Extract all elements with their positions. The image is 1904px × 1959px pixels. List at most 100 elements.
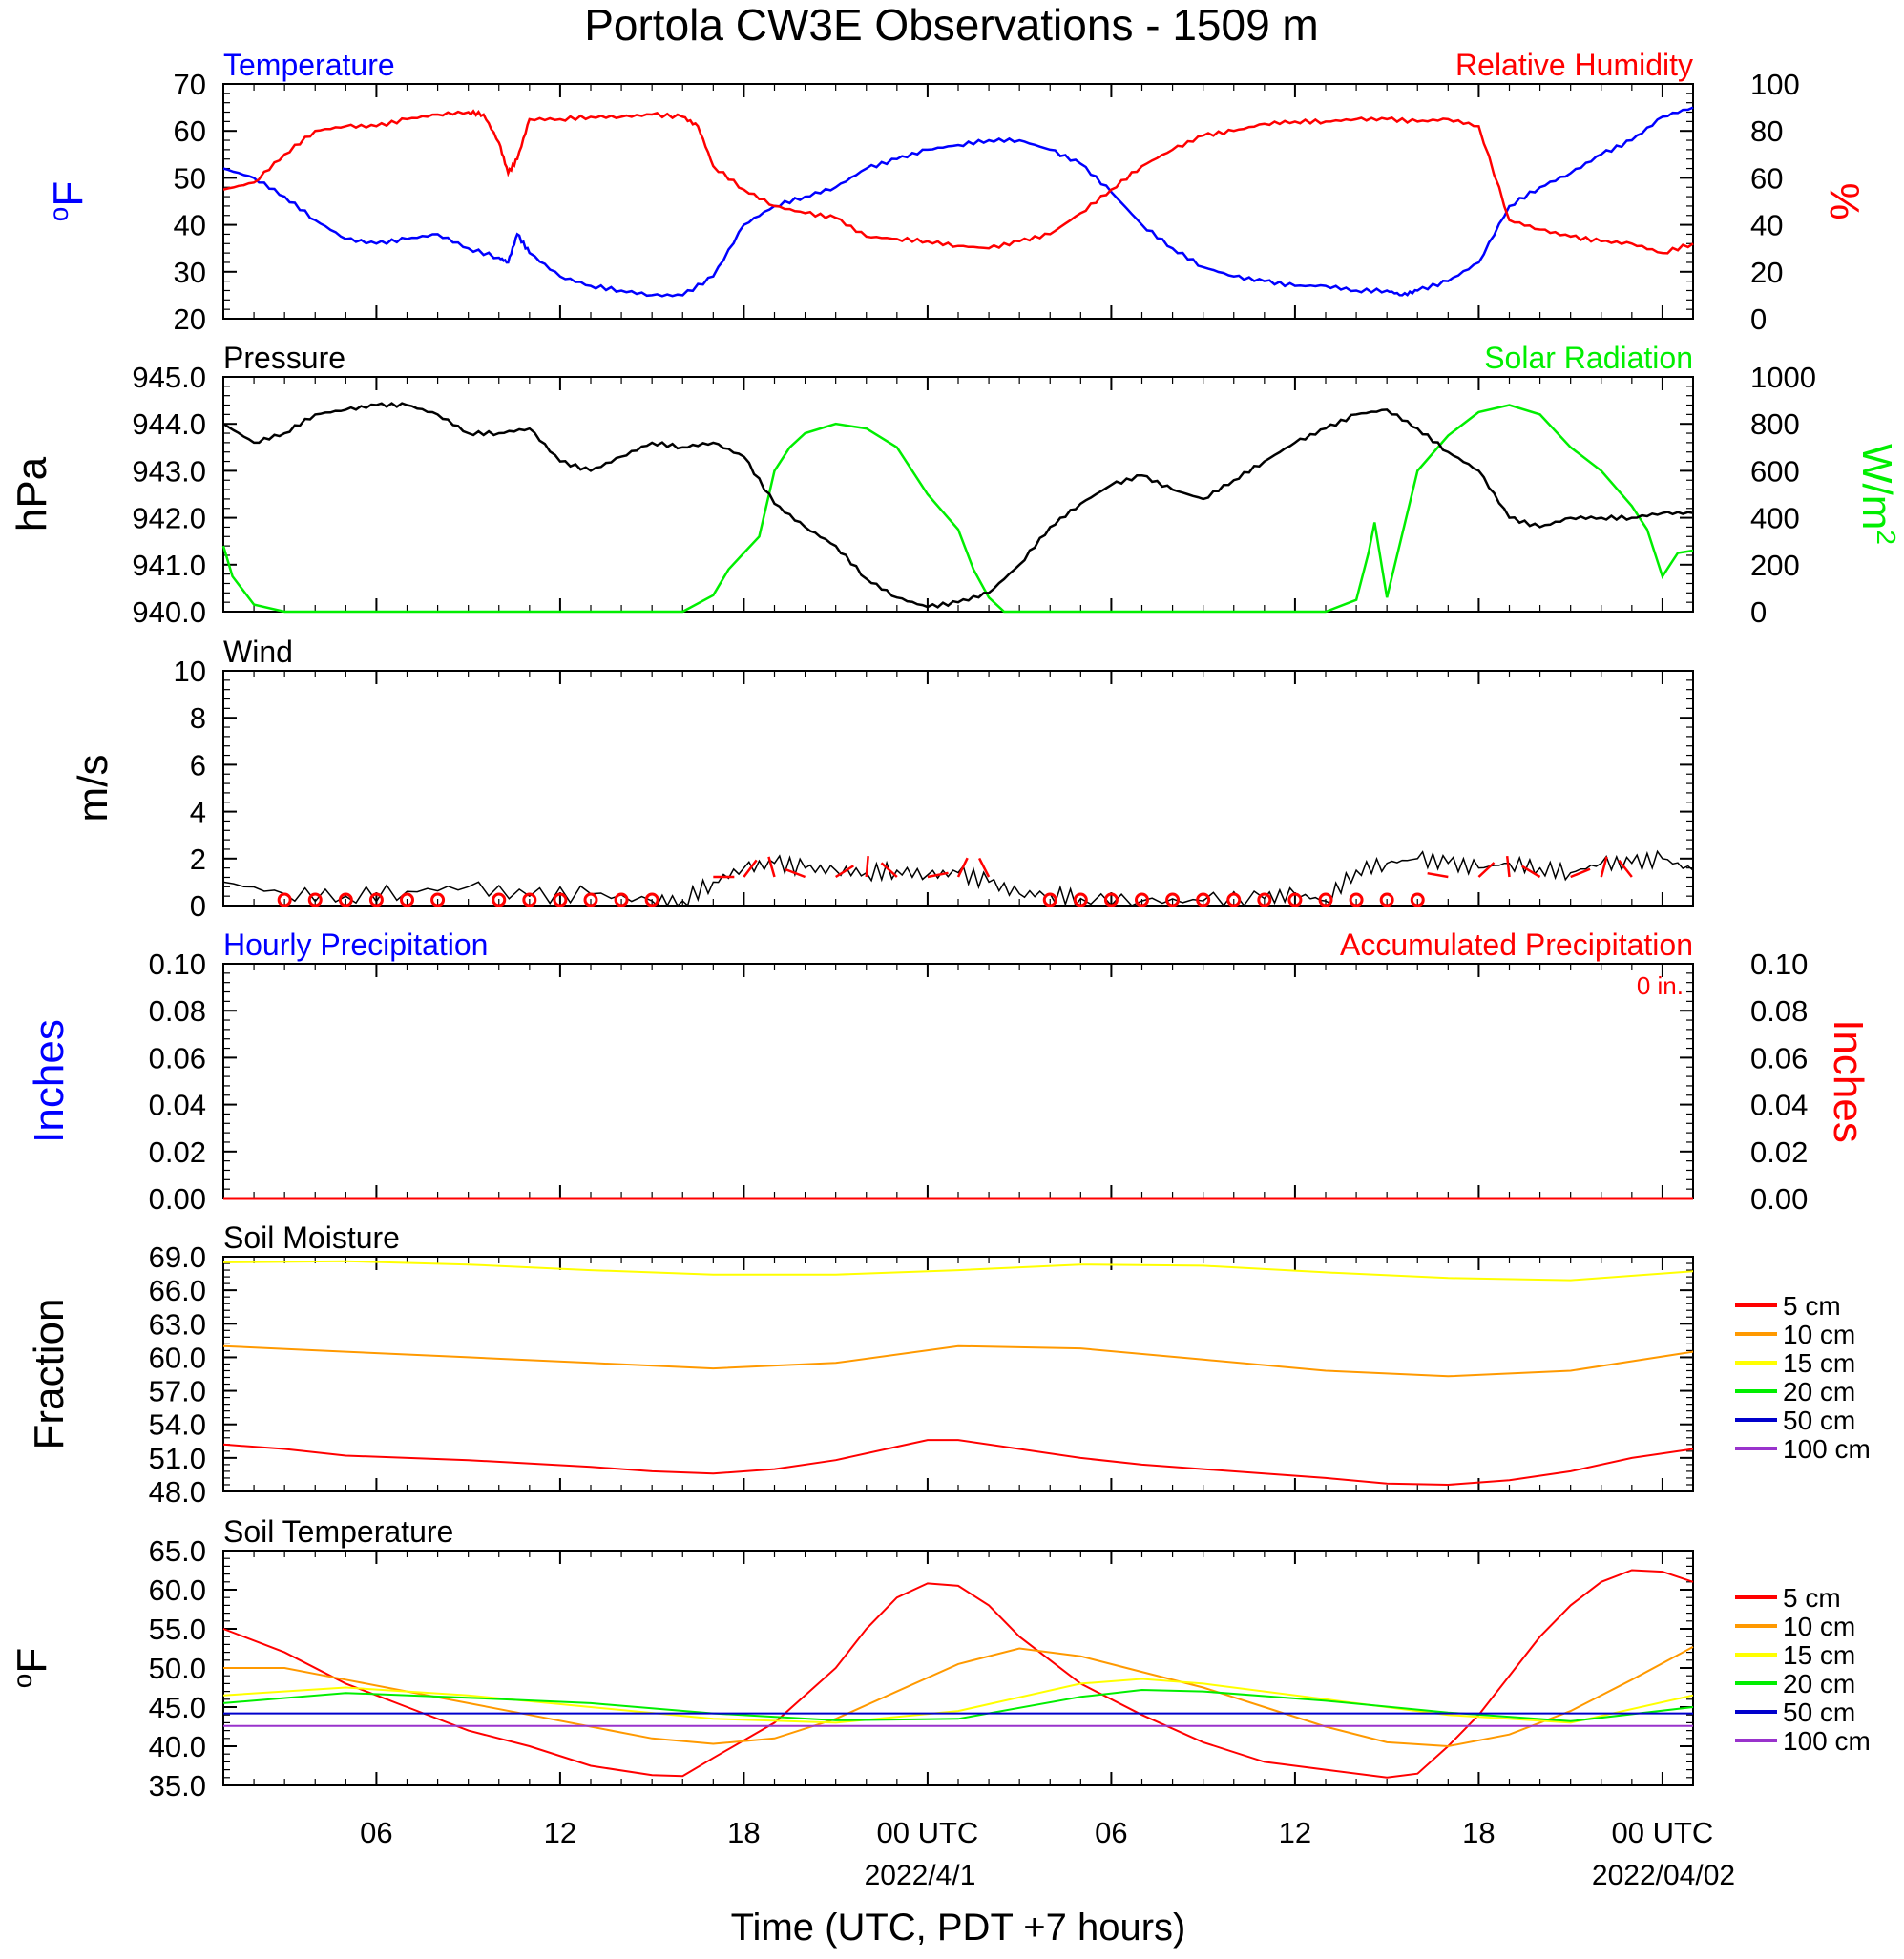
y-tick-label: 45.0 bbox=[149, 1691, 206, 1724]
y-tick-label: 50.0 bbox=[149, 1652, 206, 1685]
y2-tick-label: 0.08 bbox=[1750, 994, 1808, 1028]
wind-barb-calm bbox=[522, 892, 537, 907]
panel-wind: Wind m/s 10 8 6 4 2 0 bbox=[70, 635, 1694, 923]
wind-barb-calm bbox=[1287, 892, 1303, 907]
solar-unit: W/m2 bbox=[1853, 444, 1902, 545]
panel-frame bbox=[222, 670, 1694, 907]
panel-soil-moisture: Soil Moisture Fraction 69.066.063.060.05… bbox=[26, 1220, 1871, 1509]
panel-soil-temp: Soil Temperature oF 65.0 60.0 55.0 50.0 45.0… bbox=[8, 1514, 1871, 1803]
y2-tick-label: 200 bbox=[1750, 549, 1800, 582]
soil-moisture-line bbox=[222, 1344, 1694, 1378]
soil-temp-title: Soil Temperature bbox=[223, 1514, 453, 1549]
hourly-precip-title: Hourly Precipitation bbox=[223, 927, 488, 962]
y-tick-label: 48.0 bbox=[149, 1475, 206, 1509]
y-tick-label: 60.0 bbox=[149, 1341, 206, 1374]
solar-radiation-line bbox=[221, 404, 1694, 614]
wind-barb bbox=[743, 859, 758, 878]
y-tick-label: 0.08 bbox=[149, 994, 206, 1028]
soil-temp-unit: oF bbox=[8, 1648, 56, 1688]
wind-barb bbox=[865, 855, 869, 878]
soil-moisture-line bbox=[222, 1260, 1694, 1282]
wind-barb-calm bbox=[1135, 892, 1149, 907]
panel-precip: Hourly Precipitation Accumulated Precipi… bbox=[26, 927, 1872, 1216]
x-tick-label: 18 bbox=[727, 1816, 760, 1849]
y2-tick-label: 0.04 bbox=[1750, 1089, 1808, 1122]
date-label-2: 2022/04/02 bbox=[1592, 1860, 1735, 1891]
accum-total-label: 0 in. bbox=[1637, 971, 1684, 1000]
wind-unit: m/s bbox=[70, 755, 116, 823]
panel-pressure-solar: Pressure Solar Radiation hPa W/m2 945.0 9… bbox=[9, 341, 1902, 629]
y2-tick-label: 20 bbox=[1750, 256, 1783, 289]
y2-tick-label: 1000 bbox=[1750, 361, 1816, 394]
panel-frame bbox=[222, 83, 1694, 320]
y-tick-label: 54.0 bbox=[149, 1408, 206, 1442]
wind-barb-calm bbox=[400, 892, 414, 907]
wind-barb-calm bbox=[1042, 892, 1057, 907]
wind-barb-calm bbox=[614, 892, 629, 907]
x-tick-label: 12 bbox=[544, 1816, 576, 1849]
temperature-title: Temperature bbox=[223, 48, 395, 82]
legend-label: 50 cm bbox=[1783, 1406, 1855, 1435]
x-tick-label: 00 UTC bbox=[1612, 1816, 1714, 1849]
x-tick-label: 12 bbox=[1279, 1816, 1311, 1849]
y-tick-label: 0 bbox=[190, 889, 206, 923]
wind-barb bbox=[767, 856, 776, 878]
y-tick-label: 943.0 bbox=[132, 454, 206, 488]
y-tick-label: 2 bbox=[190, 843, 206, 876]
panel-frame bbox=[222, 963, 1694, 1199]
wind-barb bbox=[880, 862, 898, 878]
y-tick-label: 57.0 bbox=[149, 1375, 206, 1408]
y-tick-label: 40 bbox=[174, 209, 206, 242]
y-tick-label: 69.0 bbox=[149, 1240, 206, 1274]
y-tick-label: 0.06 bbox=[149, 1041, 206, 1074]
legend-label: 20 cm bbox=[1783, 1377, 1855, 1407]
y-tick-label: 70 bbox=[174, 68, 206, 101]
panel-frame bbox=[222, 376, 1694, 613]
wind-barb-calm bbox=[553, 892, 568, 907]
y2-tick-label: 60 bbox=[1750, 161, 1783, 195]
x-tick-label: 06 bbox=[1095, 1816, 1127, 1849]
legend-label: 20 cm bbox=[1783, 1669, 1855, 1698]
wind-barb-calm bbox=[1226, 892, 1242, 907]
wind-barb-calm bbox=[1196, 892, 1211, 907]
y2-tick-label: 800 bbox=[1750, 407, 1800, 441]
wind-barb bbox=[1427, 871, 1449, 879]
y-tick-label: 50 bbox=[174, 161, 206, 195]
y-tick-label: 8 bbox=[190, 701, 206, 735]
precip-left-unit: Inches bbox=[26, 1019, 73, 1143]
date-label-1: 2022/4/1 bbox=[865, 1860, 976, 1891]
wind-barb-calm bbox=[1073, 892, 1088, 907]
legend-label: 5 cm bbox=[1783, 1291, 1841, 1321]
temperature-line bbox=[222, 106, 1694, 298]
humidity-line bbox=[222, 109, 1694, 255]
y2-tick-label: 0 bbox=[1750, 302, 1767, 336]
y-tick-label: 0.04 bbox=[149, 1089, 206, 1122]
y-tick-label: 940.0 bbox=[132, 595, 206, 629]
y-tick-label: 6 bbox=[190, 748, 206, 782]
precip-right-unit: Inches bbox=[1825, 1019, 1872, 1143]
panel-temp-rh: Temperature Relative Humidity oF % 70 60 5… bbox=[44, 48, 1869, 336]
y-tick-label: 63.0 bbox=[149, 1307, 206, 1341]
wind-barb bbox=[1618, 859, 1633, 878]
y2-tick-label: 600 bbox=[1750, 454, 1800, 488]
soil-temp-line bbox=[222, 1688, 1694, 1722]
y-tick-label: 60 bbox=[174, 115, 206, 148]
wind-barb bbox=[835, 865, 854, 879]
y-tick-label: 40.0 bbox=[149, 1730, 206, 1763]
pressure-title: Pressure bbox=[223, 341, 345, 375]
wind-barb bbox=[1505, 855, 1511, 878]
wind-barb-calm bbox=[1379, 892, 1394, 907]
soil-temp-line bbox=[222, 1678, 1694, 1724]
panel-frame bbox=[222, 1256, 1694, 1492]
y-tick-label: 10 bbox=[174, 655, 206, 688]
y-tick-label: 55.0 bbox=[149, 1613, 206, 1646]
y2-tick-label: 400 bbox=[1750, 502, 1800, 535]
legend-label: 5 cm bbox=[1783, 1583, 1841, 1613]
soil-moisture-title: Soil Moisture bbox=[223, 1220, 400, 1255]
legend-label: 50 cm bbox=[1783, 1698, 1855, 1727]
y-tick-label: 66.0 bbox=[149, 1274, 206, 1307]
rh-unit: % bbox=[1821, 182, 1868, 219]
y2-tick-label: 0 bbox=[1750, 595, 1767, 629]
wind-barb-calm bbox=[1257, 892, 1272, 907]
